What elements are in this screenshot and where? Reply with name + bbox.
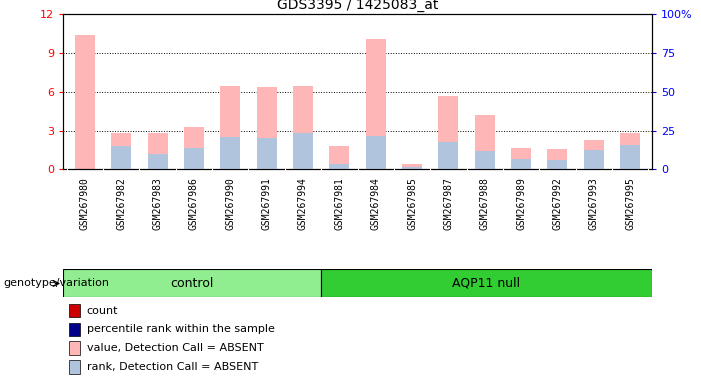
Bar — [547, 149, 567, 169]
Bar — [69, 304, 80, 318]
Text: GSM267985: GSM267985 — [407, 177, 417, 230]
Bar — [148, 154, 168, 169]
Bar — [584, 140, 604, 169]
Bar — [63, 270, 320, 298]
Bar — [257, 139, 277, 169]
Text: rank, Detection Call = ABSENT: rank, Detection Call = ABSENT — [87, 362, 258, 372]
Bar — [69, 360, 80, 374]
Text: GSM267984: GSM267984 — [371, 177, 381, 230]
Text: count: count — [87, 306, 118, 316]
Bar — [438, 142, 458, 169]
Bar — [293, 133, 313, 169]
Bar — [584, 150, 604, 169]
Bar — [438, 96, 458, 169]
Bar — [69, 341, 80, 355]
Text: percentile rank within the sample: percentile rank within the sample — [87, 324, 275, 334]
Text: GSM267981: GSM267981 — [334, 177, 344, 230]
Text: value, Detection Call = ABSENT: value, Detection Call = ABSENT — [87, 343, 264, 353]
Text: GSM267988: GSM267988 — [479, 177, 490, 230]
Bar — [184, 127, 204, 169]
Text: GSM267992: GSM267992 — [552, 177, 562, 230]
Bar — [547, 161, 567, 169]
Bar — [402, 167, 422, 169]
Bar — [111, 146, 131, 169]
Text: GSM267982: GSM267982 — [116, 177, 126, 230]
Title: GDS3395 / 1425083_at: GDS3395 / 1425083_at — [277, 0, 438, 12]
Bar — [366, 136, 386, 169]
Bar — [402, 164, 422, 169]
Text: genotype/variation: genotype/variation — [4, 278, 109, 288]
Text: GSM267991: GSM267991 — [261, 177, 272, 230]
Bar — [320, 270, 652, 298]
Bar — [184, 147, 204, 169]
Text: GSM267986: GSM267986 — [189, 177, 199, 230]
Bar — [220, 137, 240, 169]
Bar — [475, 151, 495, 169]
Text: GSM267983: GSM267983 — [153, 177, 163, 230]
Text: GSM267989: GSM267989 — [516, 177, 526, 230]
Bar — [511, 147, 531, 169]
Bar — [148, 133, 168, 169]
Text: GSM267987: GSM267987 — [443, 177, 454, 230]
Bar — [329, 146, 349, 169]
Bar — [293, 86, 313, 169]
Bar — [511, 159, 531, 169]
Text: control: control — [170, 277, 214, 290]
Bar — [475, 115, 495, 169]
Text: GSM267980: GSM267980 — [80, 177, 90, 230]
Bar — [366, 39, 386, 169]
Bar — [69, 323, 80, 336]
Bar — [329, 164, 349, 169]
Bar — [620, 133, 640, 169]
Text: GSM267994: GSM267994 — [298, 177, 308, 230]
Text: AQP11 null: AQP11 null — [452, 277, 520, 290]
Text: GSM267995: GSM267995 — [625, 177, 635, 230]
Text: GSM267990: GSM267990 — [225, 177, 236, 230]
Bar — [220, 86, 240, 169]
Bar — [111, 133, 131, 169]
Bar — [75, 35, 95, 169]
Text: GSM267993: GSM267993 — [589, 177, 599, 230]
Bar — [257, 87, 277, 169]
Bar — [620, 145, 640, 169]
